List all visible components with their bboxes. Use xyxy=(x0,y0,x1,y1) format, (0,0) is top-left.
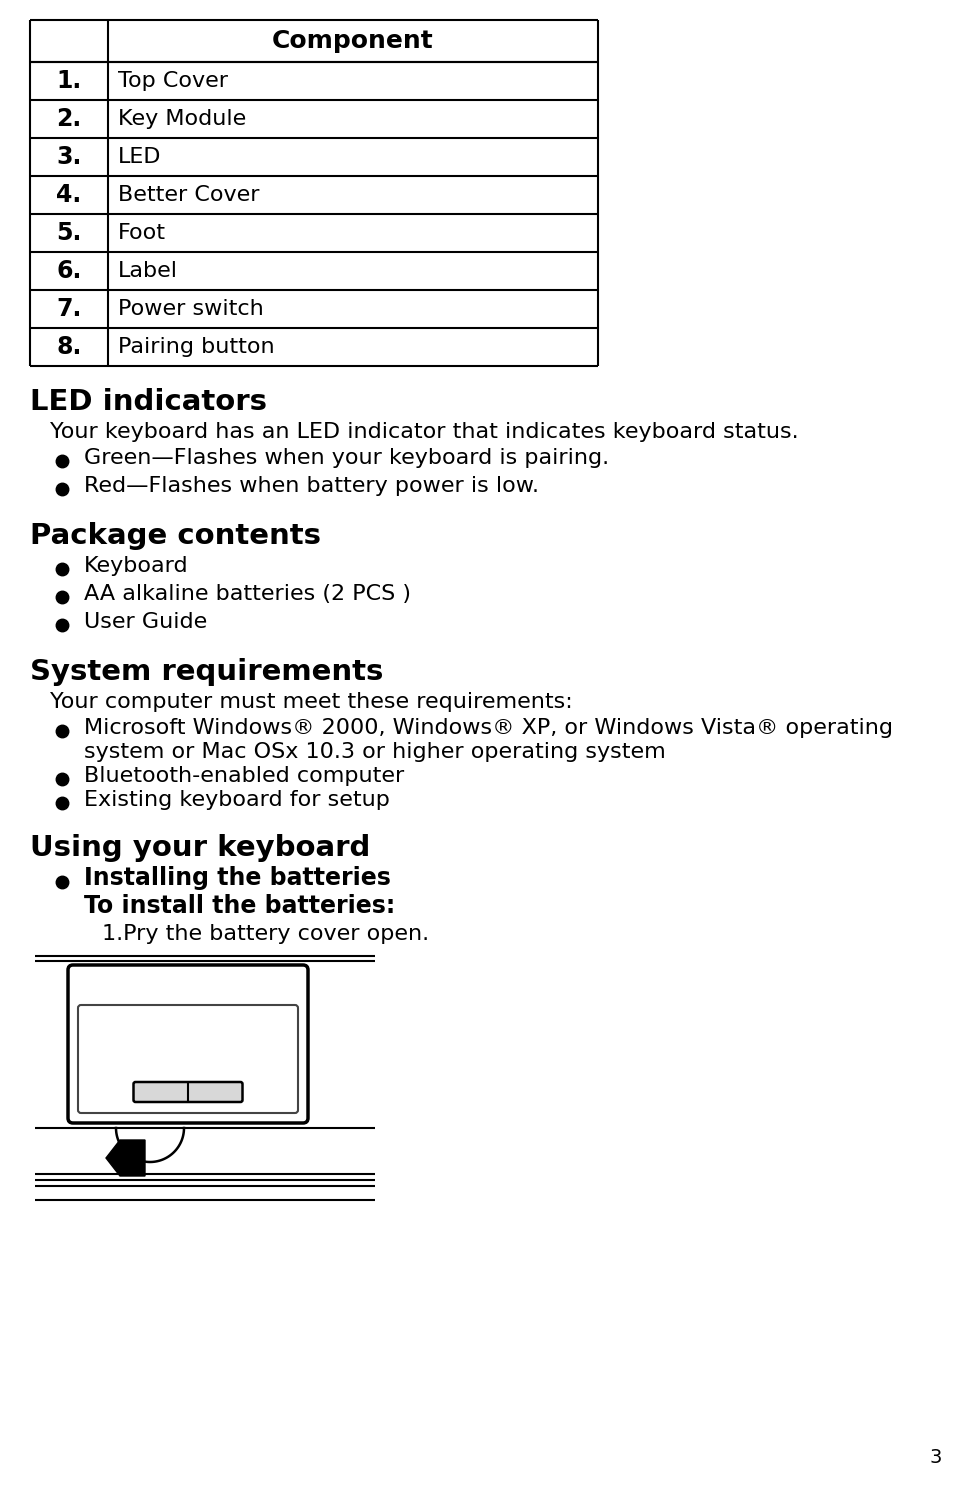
Text: 3: 3 xyxy=(928,1448,941,1467)
Text: Power switch: Power switch xyxy=(118,298,264,319)
Text: Package contents: Package contents xyxy=(30,523,321,549)
Text: 4.: 4. xyxy=(56,183,81,206)
FancyBboxPatch shape xyxy=(78,1005,297,1112)
Text: To install the batteries:: To install the batteries: xyxy=(84,894,394,918)
Text: 1.Pry the battery cover open.: 1.Pry the battery cover open. xyxy=(102,924,428,944)
Text: LED indicators: LED indicators xyxy=(30,388,266,416)
Text: Key Module: Key Module xyxy=(118,108,246,129)
Text: 1.: 1. xyxy=(56,68,81,94)
Text: 5.: 5. xyxy=(56,221,81,245)
Text: Bluetooth-enabled computer: Bluetooth-enabled computer xyxy=(84,766,404,786)
Text: Using your keyboard: Using your keyboard xyxy=(30,835,370,861)
Text: Red—Flashes when battery power is low.: Red—Flashes when battery power is low. xyxy=(84,477,539,496)
Text: User Guide: User Guide xyxy=(84,612,207,633)
Text: Microsoft Windows® 2000, Windows® XP, or Windows Vista® operating: Microsoft Windows® 2000, Windows® XP, or… xyxy=(84,719,892,738)
Text: system or Mac OSx 10.3 or higher operating system: system or Mac OSx 10.3 or higher operati… xyxy=(84,742,665,762)
Polygon shape xyxy=(106,1140,144,1176)
Text: 3.: 3. xyxy=(56,146,81,169)
Text: System requirements: System requirements xyxy=(30,658,383,686)
Text: LED: LED xyxy=(118,147,161,166)
Text: Foot: Foot xyxy=(118,223,166,244)
FancyBboxPatch shape xyxy=(134,1083,242,1102)
Text: 6.: 6. xyxy=(56,258,81,284)
Text: Label: Label xyxy=(118,261,178,281)
Text: Top Cover: Top Cover xyxy=(118,71,228,91)
Text: Your keyboard has an LED indicator that indicates keyboard status.: Your keyboard has an LED indicator that … xyxy=(50,422,797,443)
Text: Component: Component xyxy=(272,30,433,53)
Text: Installing the batteries: Installing the batteries xyxy=(84,866,391,890)
FancyBboxPatch shape xyxy=(68,965,308,1123)
Text: Better Cover: Better Cover xyxy=(118,186,260,205)
Text: 8.: 8. xyxy=(56,336,81,359)
Text: Your computer must meet these requirements:: Your computer must meet these requiremen… xyxy=(50,692,572,711)
Text: Existing keyboard for setup: Existing keyboard for setup xyxy=(84,790,390,809)
Text: Green—Flashes when your keyboard is pairing.: Green—Flashes when your keyboard is pair… xyxy=(84,448,609,468)
Text: Keyboard: Keyboard xyxy=(84,555,188,576)
Text: AA alkaline batteries (2 PCS ): AA alkaline batteries (2 PCS ) xyxy=(84,584,411,604)
Text: Pairing button: Pairing button xyxy=(118,337,274,356)
Text: 7.: 7. xyxy=(56,297,81,321)
Text: 2.: 2. xyxy=(56,107,81,131)
